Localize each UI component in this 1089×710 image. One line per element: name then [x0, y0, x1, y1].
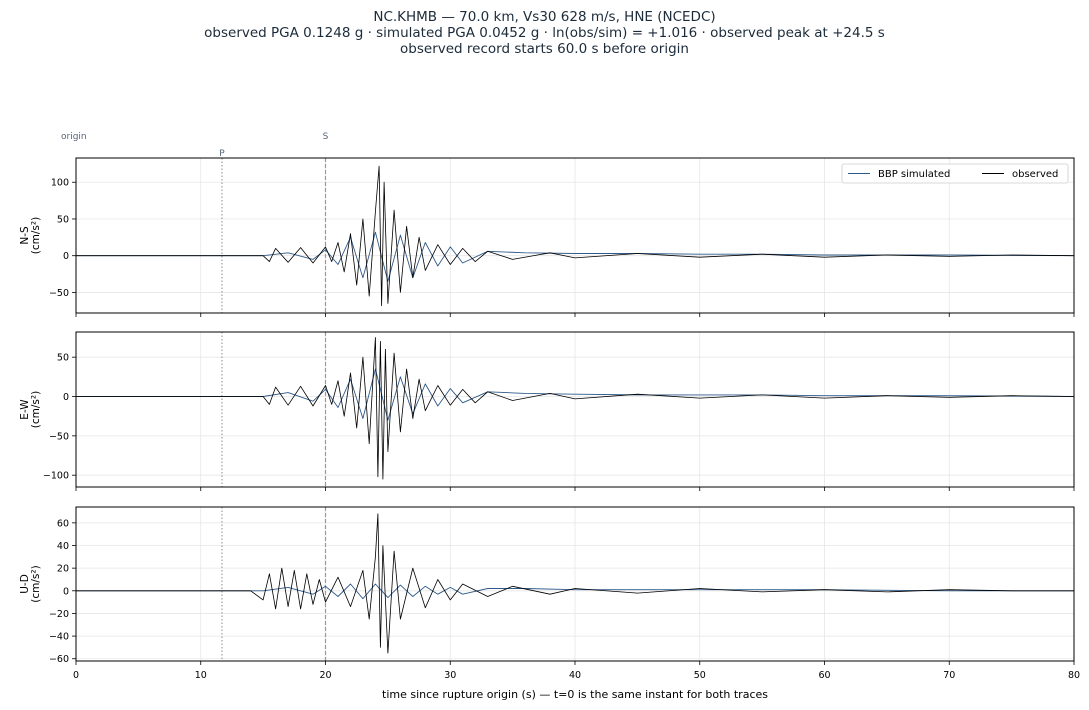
x-tick-label: 10	[195, 670, 207, 681]
y-tick-label: 50	[57, 353, 69, 364]
y-tick-label: −60	[49, 654, 69, 665]
simulated-trace	[76, 368, 1075, 421]
observed-trace	[76, 165, 1075, 307]
y-tick-label: 20	[57, 564, 69, 575]
y-tick-label: 60	[57, 518, 69, 529]
legend-label-observed: observed	[1012, 169, 1058, 180]
observed-trace	[76, 337, 1075, 480]
x-tick-label: 70	[943, 670, 955, 681]
y-tick-label: −50	[49, 431, 69, 442]
simulated-trace	[76, 231, 1075, 282]
y-tick-label: 0	[63, 586, 69, 597]
y-tick-label: 0	[63, 392, 69, 403]
chart-title-line-3: observed record starts 60.0 s before ori…	[400, 41, 689, 57]
x-tick-label: 60	[818, 670, 830, 681]
y-tick-label: −20	[49, 609, 69, 620]
chart-title-line-2: observed PGA 0.1248 g · simulated PGA 0.…	[204, 25, 885, 41]
x-tick-label: 30	[444, 670, 456, 681]
y-axis-label: U-D(cm/s²)	[19, 565, 42, 602]
x-tick-label: 0	[73, 670, 79, 681]
legend: BBP simulated observed	[841, 163, 1069, 184]
x-tick-label: 40	[569, 670, 581, 681]
y-tick-label: −40	[49, 632, 69, 643]
p-marker-label: P	[219, 149, 225, 159]
x-axis-label: time since rupture origin (s) — t=0 is t…	[382, 688, 768, 701]
simulated-trace	[76, 583, 1074, 600]
legend-label-simulated: BBP simulated	[878, 169, 950, 180]
x-tick-label: 20	[319, 670, 331, 681]
panel-1: −50 0 50 100 N-S(cm/s²) BBP simulated observed	[19, 157, 1075, 317]
panel-3: −60 −40 −20 0 20 40 60 U-D(cm/s²)	[19, 506, 1075, 665]
y-tick-label: −50	[49, 288, 69, 299]
y-tick-label: −100	[43, 471, 69, 482]
y-tick-label: 0	[63, 251, 69, 262]
chart-title-line-1: NC.KHMB — 70.0 km, Vs30 628 m/s, HNE (NC…	[373, 9, 716, 25]
observed-trace	[76, 513, 1074, 654]
s-marker-label: S	[323, 132, 329, 142]
origin-marker-label: origin	[61, 132, 87, 142]
y-tick-label: 40	[57, 541, 69, 552]
panel-2: −100 −50 0 50 E-W(cm/s²)	[19, 331, 1075, 491]
legend-box	[841, 163, 1069, 184]
y-axis-label: N-S(cm/s²)	[19, 217, 42, 254]
x-tick-label: 50	[694, 670, 706, 681]
y-tick-label: 50	[57, 214, 69, 225]
y-axis-label: E-W(cm/s²)	[19, 391, 42, 428]
x-tick-label: 80	[1068, 670, 1080, 681]
y-tick-label: 100	[51, 178, 69, 189]
